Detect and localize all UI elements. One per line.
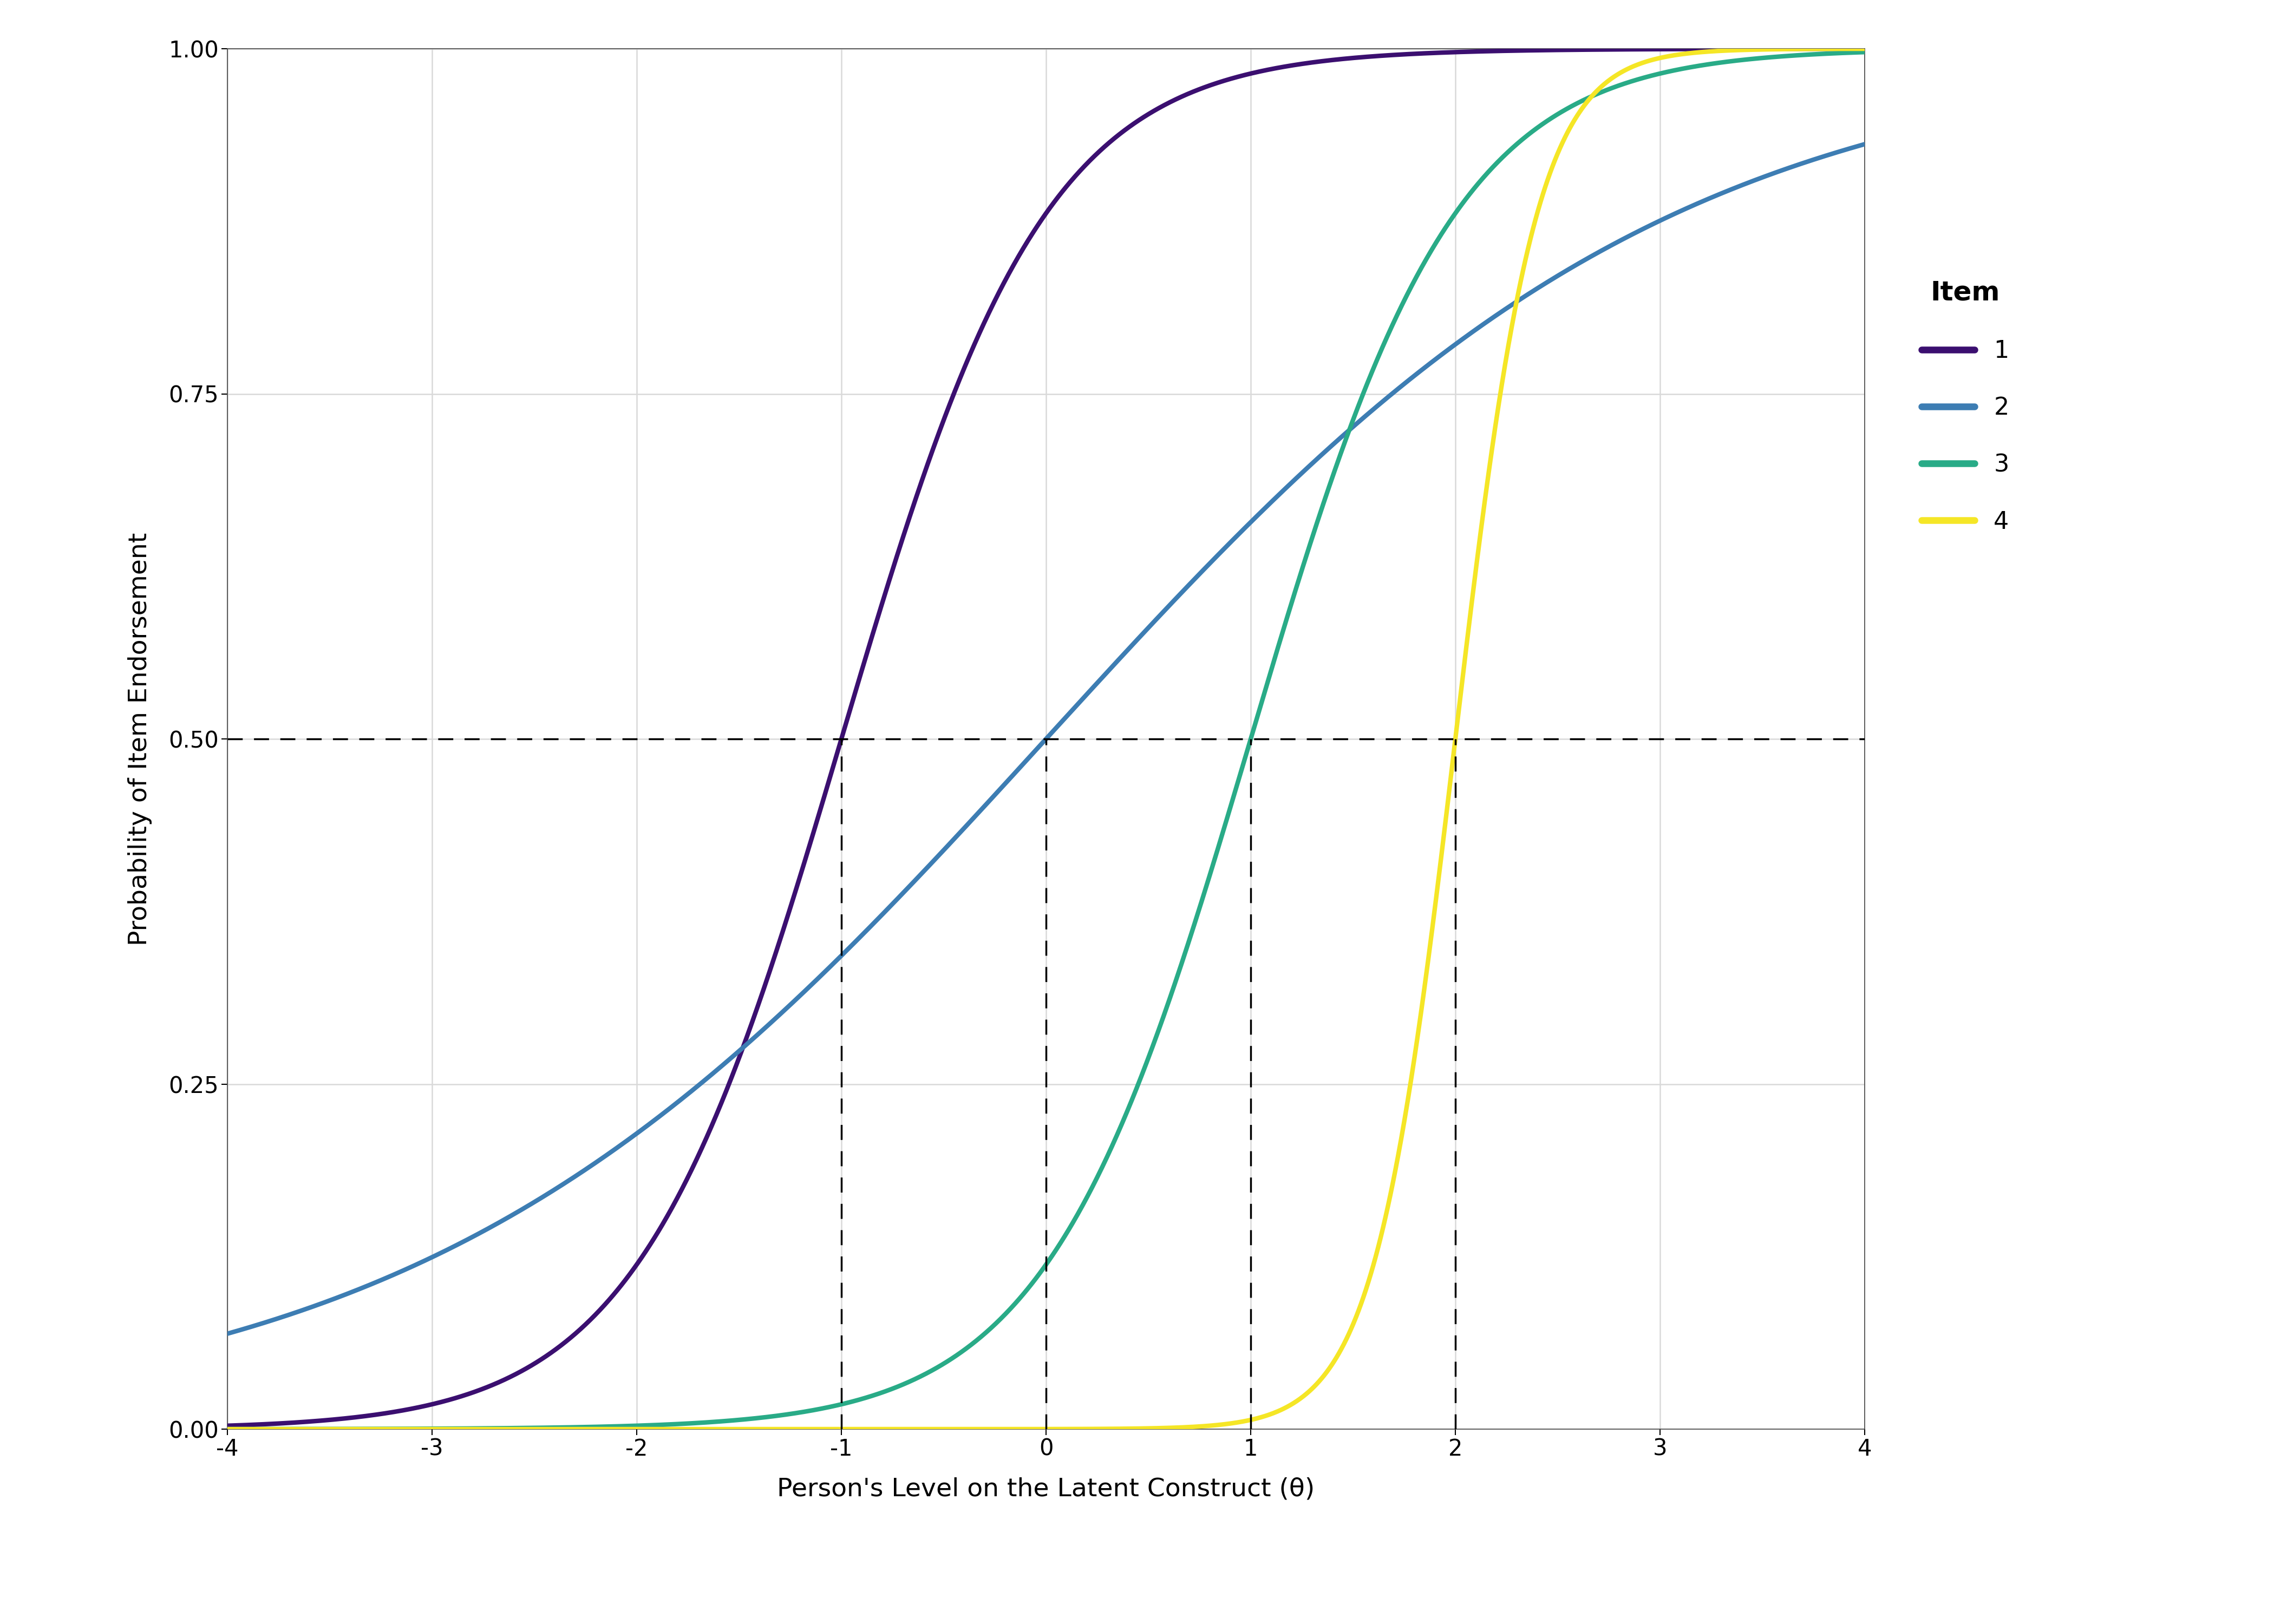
X-axis label: Person's Level on the Latent Construct (θ): Person's Level on the Latent Construct (… <box>778 1478 1314 1502</box>
Legend: 1, 2, 3, 4: 1, 2, 3, 4 <box>1897 255 2033 557</box>
Y-axis label: Probability of Item Endorsement: Probability of Item Endorsement <box>127 533 152 945</box>
